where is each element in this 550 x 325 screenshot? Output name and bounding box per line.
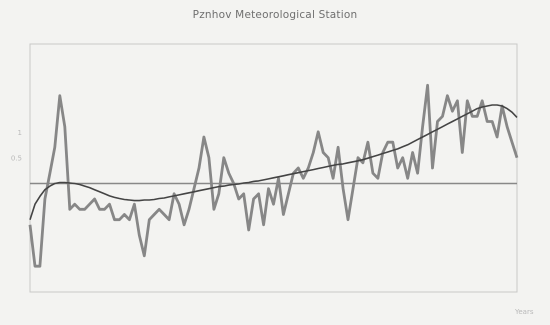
chart-title: Pznhov Meteorological Station <box>192 9 358 21</box>
axes <box>29 43 518 293</box>
series-line-annual <box>28 83 519 268</box>
series-line-trend <box>29 104 518 220</box>
y-tick-label: 1 <box>18 129 22 137</box>
tick-labels: 1 0.5 Years <box>11 129 534 316</box>
plot-frame <box>29 43 518 293</box>
y-tick-label: 0.5 <box>11 155 22 163</box>
x-axis-tail-label: Years <box>514 308 534 316</box>
series-group <box>28 83 519 268</box>
